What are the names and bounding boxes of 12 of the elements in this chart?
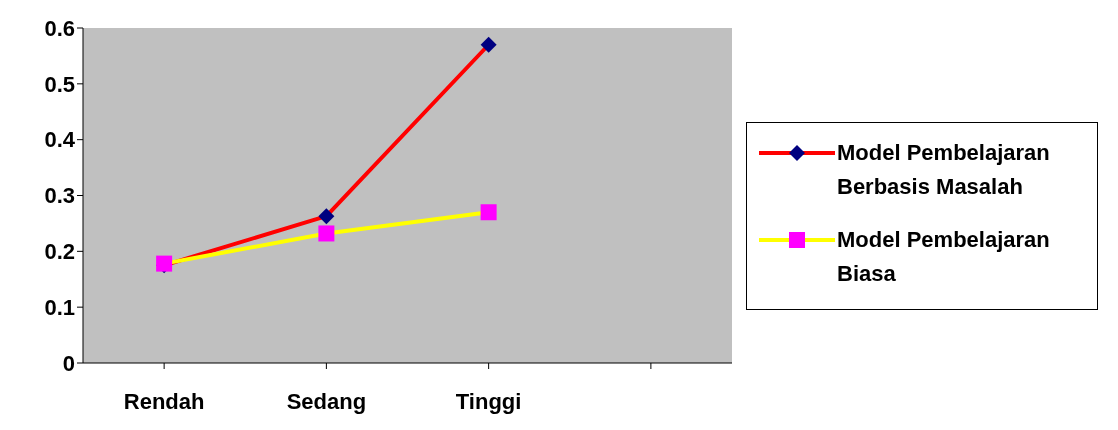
y-tick-label: 0.3 <box>44 183 75 209</box>
legend-label: Model Pembelajaran Biasa <box>837 225 1051 288</box>
y-tick-label: 0.1 <box>44 294 75 320</box>
y-tick-label: 0.2 <box>44 239 75 265</box>
y-tick-label: 0 <box>62 350 75 376</box>
y-tick-label: 0.5 <box>44 71 75 97</box>
y-tick-label: 0.4 <box>44 127 76 153</box>
x-tick-label: Sedang <box>286 388 367 414</box>
legend-label: Model Pembelajaran Berbasis Masalah <box>837 138 1051 201</box>
x-tick-label: Rendah <box>123 388 205 414</box>
x-tick-label: Tinggi <box>455 388 522 414</box>
y-tick-label: 0.6 <box>44 15 75 41</box>
